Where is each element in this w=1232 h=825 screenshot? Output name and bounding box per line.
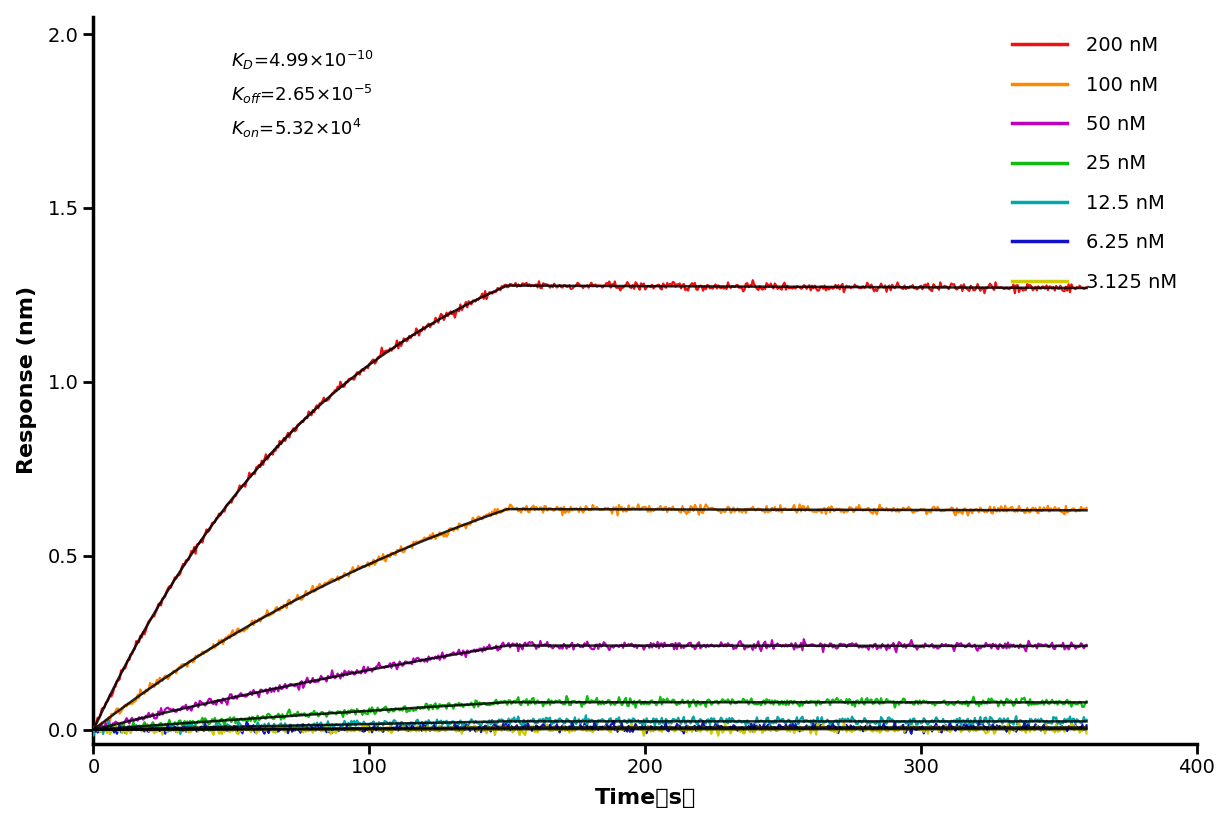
Y-axis label: Response (nm): Response (nm) <box>17 286 37 474</box>
X-axis label: Time（s）: Time（s） <box>595 789 696 808</box>
Legend: 200 nM, 100 nM, 50 nM, 25 nM, 12.5 nM, 6.25 nM, 3.125 nM: 200 nM, 100 nM, 50 nM, 25 nM, 12.5 nM, 6… <box>1003 26 1188 301</box>
Text: $K_D$=4.99×10$^{-10}$
$K_{off}$=2.65×10$^{-5}$
$K_{on}$=5.32×10$^{4}$: $K_D$=4.99×10$^{-10}$ $K_{off}$=2.65×10$… <box>232 50 375 140</box>
